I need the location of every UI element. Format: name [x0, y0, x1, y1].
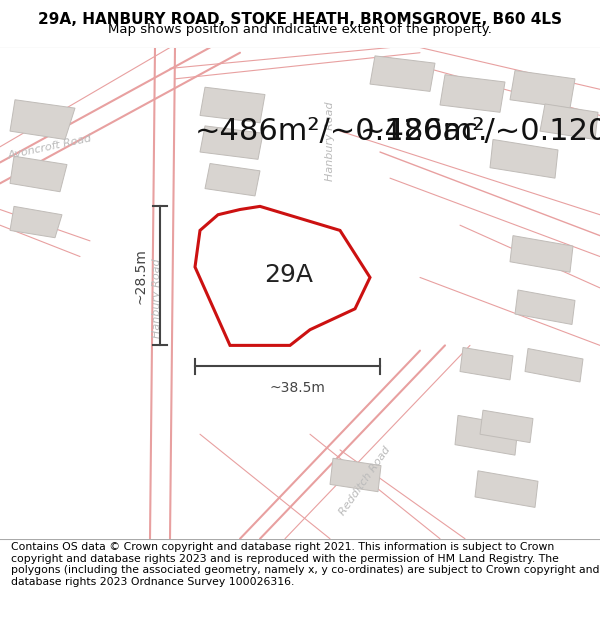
Text: Redditch Road: Redditch Road: [338, 445, 392, 518]
Polygon shape: [455, 416, 518, 455]
Polygon shape: [510, 71, 575, 108]
Polygon shape: [540, 104, 598, 139]
Polygon shape: [480, 410, 533, 442]
Polygon shape: [10, 156, 67, 192]
Text: Hanbury Road: Hanbury Road: [325, 102, 335, 181]
Polygon shape: [330, 458, 381, 492]
Polygon shape: [515, 290, 575, 324]
Polygon shape: [490, 139, 558, 178]
Text: Contains OS data © Crown copyright and database right 2021. This information is : Contains OS data © Crown copyright and d…: [11, 542, 599, 587]
Polygon shape: [10, 206, 62, 238]
Polygon shape: [200, 126, 263, 159]
Text: ~486m²/~0.120ac.: ~486m²/~0.120ac.: [195, 117, 488, 146]
Text: Map shows position and indicative extent of the property.: Map shows position and indicative extent…: [108, 22, 492, 36]
Text: ~28.5m: ~28.5m: [134, 248, 148, 304]
Polygon shape: [10, 100, 75, 139]
Polygon shape: [440, 74, 505, 112]
Text: Avoncroft Road: Avoncroft Road: [7, 133, 93, 161]
Text: 29A, HANBURY ROAD, STOKE HEATH, BROMSGROVE, B60 4LS: 29A, HANBURY ROAD, STOKE HEATH, BROMSGRO…: [38, 12, 562, 27]
Polygon shape: [205, 164, 260, 196]
Text: 29A: 29A: [264, 262, 313, 287]
Polygon shape: [370, 56, 435, 91]
Polygon shape: [510, 236, 573, 272]
Polygon shape: [460, 348, 513, 380]
Polygon shape: [525, 349, 583, 382]
Text: ~486m²/~0.120ac.: ~486m²/~0.120ac.: [360, 117, 600, 146]
Text: Hanbury Road: Hanbury Road: [152, 259, 162, 338]
Polygon shape: [475, 471, 538, 508]
Text: ~38.5m: ~38.5m: [269, 381, 325, 395]
Polygon shape: [200, 88, 265, 122]
